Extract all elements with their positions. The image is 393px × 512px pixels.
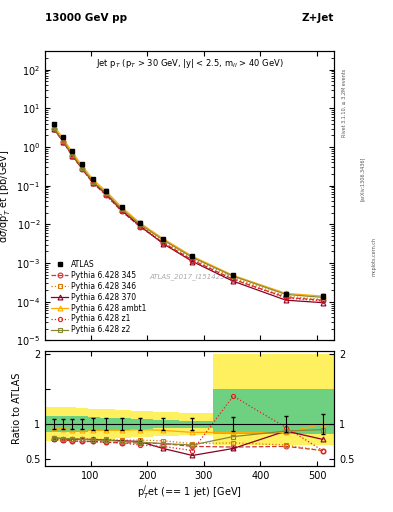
X-axis label: p$_T^{j}$et (== 1 jet) [GeV]: p$_T^{j}$et (== 1 jet) [GeV] (137, 483, 242, 501)
Text: Z+Jet: Z+Jet (302, 13, 334, 23)
Text: ATLAS_2017_I1514251: ATLAS_2017_I1514251 (149, 273, 230, 280)
Text: [arXiv:1306.3436]: [arXiv:1306.3436] (360, 157, 365, 201)
Y-axis label: Ratio to ATLAS: Ratio to ATLAS (12, 373, 22, 444)
Legend: ATLAS, Pythia 6.428 345, Pythia 6.428 346, Pythia 6.428 370, Pythia 6.428 ambt1,: ATLAS, Pythia 6.428 345, Pythia 6.428 34… (49, 258, 149, 337)
Text: Jet p$_T$ (p$_T$ > 30 GeV, |y| < 2.5, m$_{ll}$ > 40 GeV): Jet p$_T$ (p$_T$ > 30 GeV, |y| < 2.5, m$… (96, 57, 283, 70)
Text: 13000 GeV pp: 13000 GeV pp (45, 13, 127, 23)
Y-axis label: d$\sigma$/dp$_T^{j}$ et [pb/GeV]: d$\sigma$/dp$_T^{j}$ et [pb/GeV] (0, 149, 13, 243)
Text: mcplots.cern.ch: mcplots.cern.ch (371, 237, 376, 275)
Text: Rivet 3.1.10, ≥ 3.2M events: Rivet 3.1.10, ≥ 3.2M events (342, 68, 347, 137)
